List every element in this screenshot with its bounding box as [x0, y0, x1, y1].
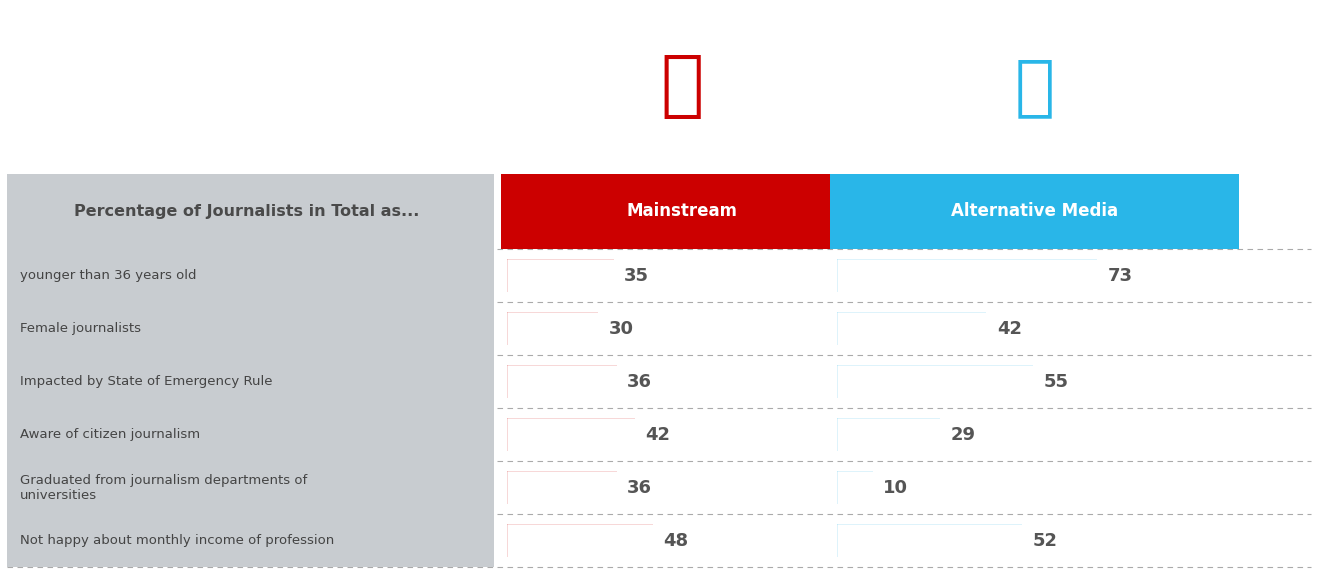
Text: 52: 52: [1032, 532, 1057, 550]
FancyBboxPatch shape: [507, 312, 598, 345]
Text: Alternative Media: Alternative Media: [952, 202, 1118, 221]
Text: 30: 30: [609, 320, 634, 338]
Text: 10: 10: [883, 479, 908, 497]
Text: 29: 29: [950, 426, 975, 444]
Text: 42: 42: [646, 426, 671, 444]
Text: Graduated from journalism departments of
universities: Graduated from journalism departments of…: [20, 474, 307, 502]
FancyBboxPatch shape: [837, 312, 986, 345]
Text: Mainstream: Mainstream: [626, 202, 738, 221]
Text: 36: 36: [627, 373, 652, 391]
FancyBboxPatch shape: [837, 418, 940, 451]
Text: Not happy about monthly income of profession: Not happy about monthly income of profes…: [20, 534, 333, 547]
FancyBboxPatch shape: [837, 525, 1021, 558]
FancyBboxPatch shape: [501, 174, 863, 249]
Text: 48: 48: [663, 532, 688, 550]
Text: 📱: 📱: [1015, 54, 1054, 120]
FancyBboxPatch shape: [837, 365, 1033, 398]
Text: Impacted by State of Emergency Rule: Impacted by State of Emergency Rule: [20, 375, 273, 388]
Text: Aware of citizen journalism: Aware of citizen journalism: [20, 428, 200, 441]
Text: 36: 36: [627, 479, 652, 497]
Text: 55: 55: [1044, 373, 1068, 391]
FancyBboxPatch shape: [7, 174, 494, 567]
Text: 35: 35: [625, 266, 648, 284]
FancyBboxPatch shape: [837, 471, 873, 504]
FancyBboxPatch shape: [837, 259, 1097, 292]
FancyBboxPatch shape: [507, 525, 652, 558]
Text: Female journalists: Female journalists: [20, 322, 141, 335]
FancyBboxPatch shape: [507, 418, 635, 451]
Text: 42: 42: [996, 320, 1021, 338]
Text: Percentage of Journalists in Total as...: Percentage of Journalists in Total as...: [74, 204, 420, 219]
FancyBboxPatch shape: [507, 365, 617, 398]
FancyBboxPatch shape: [507, 471, 617, 504]
Text: younger than 36 years old: younger than 36 years old: [20, 269, 196, 282]
Text: 📺: 📺: [660, 52, 704, 122]
FancyBboxPatch shape: [830, 174, 1239, 249]
FancyBboxPatch shape: [507, 259, 614, 292]
Text: 73: 73: [1107, 266, 1132, 284]
